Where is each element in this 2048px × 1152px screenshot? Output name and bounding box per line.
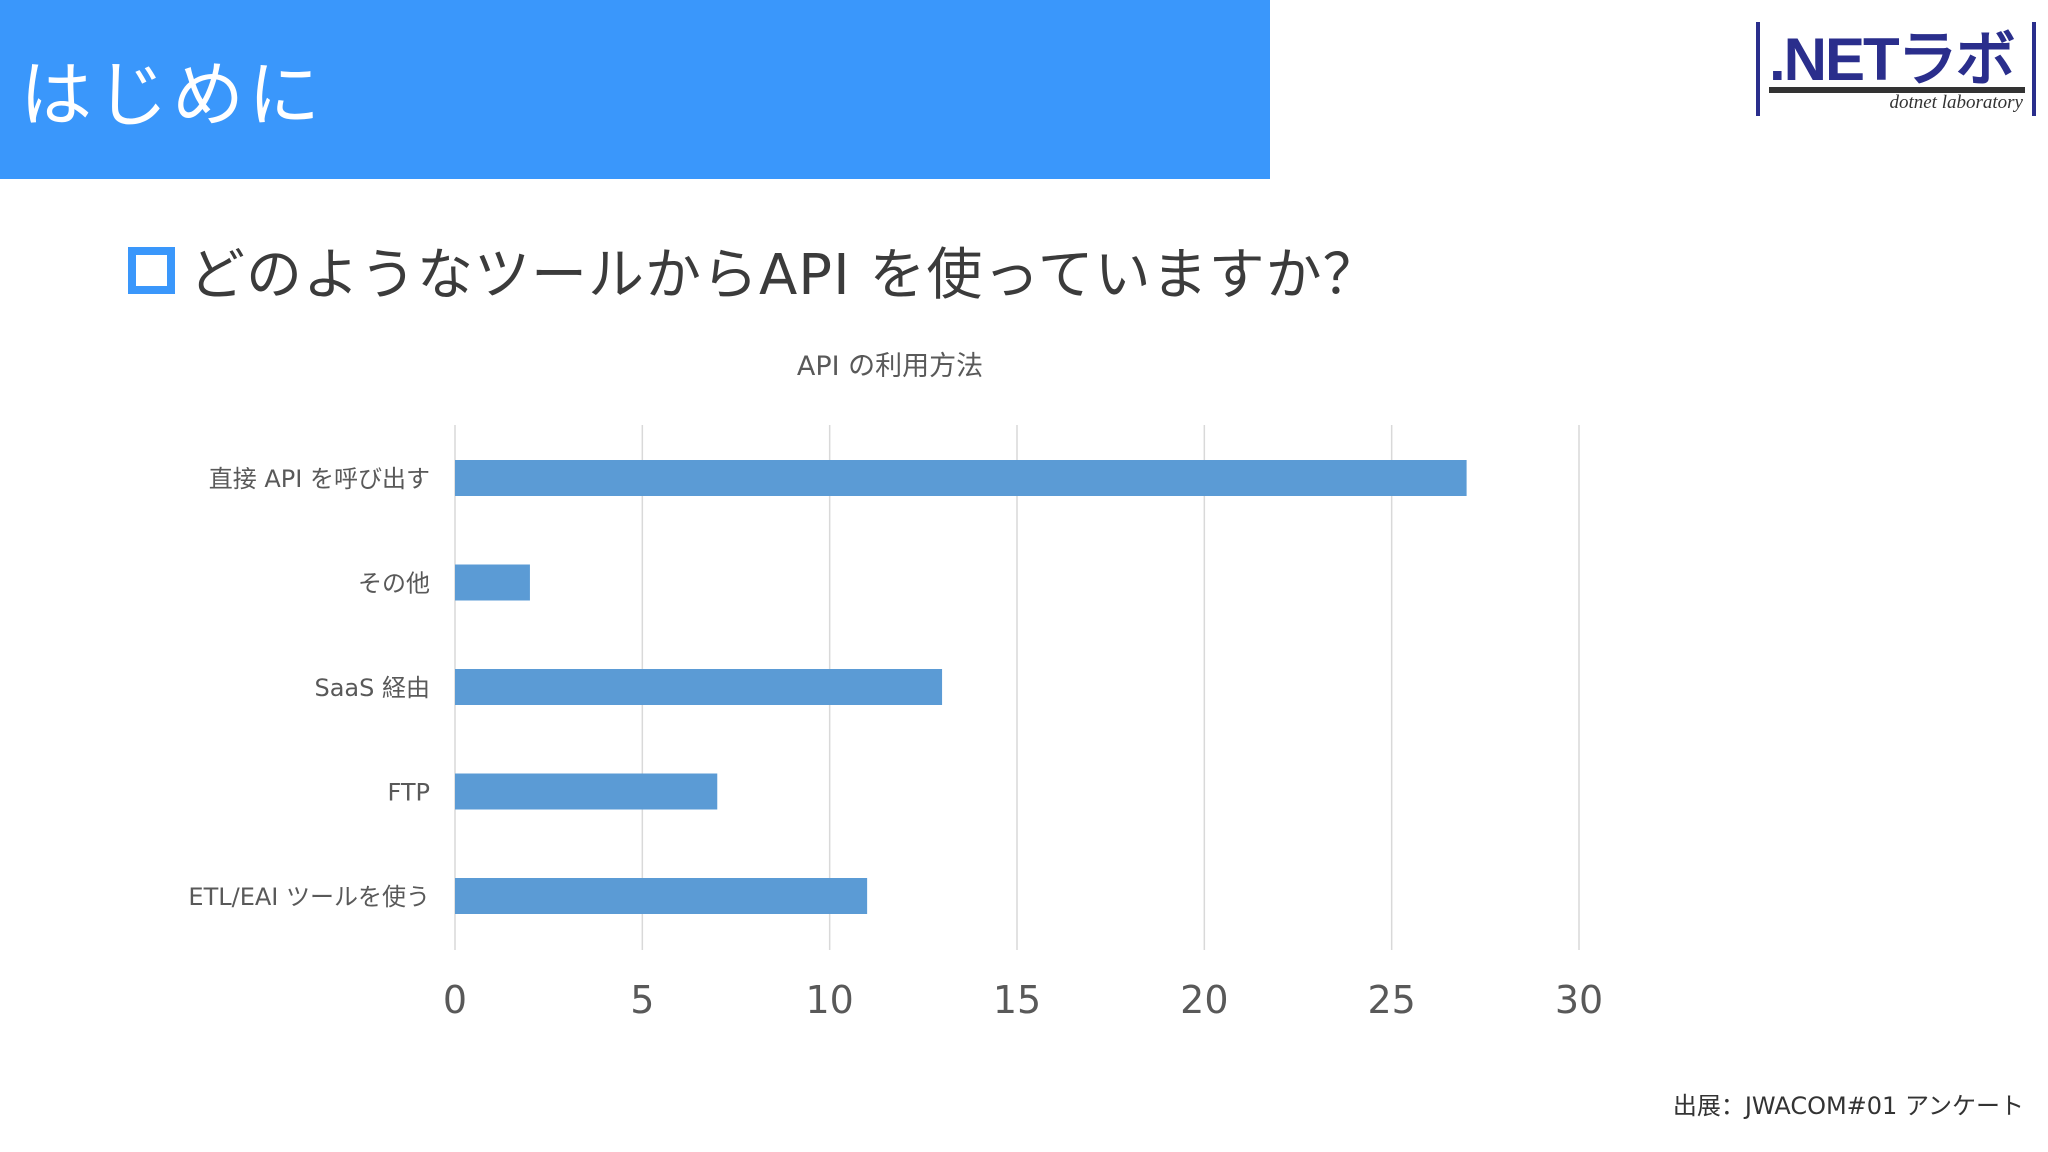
header-band: はじめに — [0, 0, 1270, 179]
logo-subtext: dotnet laboratory — [1889, 92, 2023, 113]
tick-label-30: 30 — [1555, 978, 1603, 1022]
bars — [455, 460, 1467, 914]
bar-1 — [455, 564, 530, 601]
logo-right-bar — [2032, 22, 2036, 116]
bar-2 — [455, 669, 943, 705]
bar-0 — [455, 460, 1467, 496]
tick-label-10: 10 — [805, 978, 853, 1022]
question-row: どのようなツールからAPI を使っていますか？ — [128, 232, 1380, 308]
dotnet-lab-logo: .NETラボ dotnet laboratory — [1756, 22, 2036, 116]
chart-title: API の利用方法 — [797, 351, 983, 382]
tick-label-5: 5 — [630, 978, 654, 1022]
logo-text: .NETラボ — [1769, 26, 2015, 93]
logo-underline — [1769, 87, 2025, 93]
category-label-2: SaaS 経由 — [314, 674, 430, 702]
bar-3 — [455, 773, 718, 810]
tick-label-15: 15 — [993, 978, 1041, 1022]
bar-4 — [455, 878, 868, 914]
tick-label-20: 20 — [1180, 978, 1228, 1022]
gridlines — [454, 425, 1580, 950]
slide-title: はじめに — [20, 53, 325, 137]
tick-label-0: 0 — [443, 978, 467, 1022]
category-label-4: ETL/EAI ツールを使う — [188, 883, 430, 911]
logo-left-bar — [1756, 22, 1760, 116]
question-text: どのようなツールからAPI を使っていますか？ — [189, 242, 1380, 308]
source-note: 出展：JWACOM#01 アンケート — [1672, 1092, 2024, 1120]
category-label-0: 直接 API を呼び出す — [209, 465, 430, 493]
category-label-1: その他 — [358, 570, 430, 598]
square-bullet-icon — [128, 246, 175, 294]
tick-label-25: 25 — [1367, 978, 1415, 1022]
category-label-3: FTP — [387, 779, 430, 807]
tick-labels: 0 5 10 15 20 25 30 — [443, 978, 1603, 1022]
